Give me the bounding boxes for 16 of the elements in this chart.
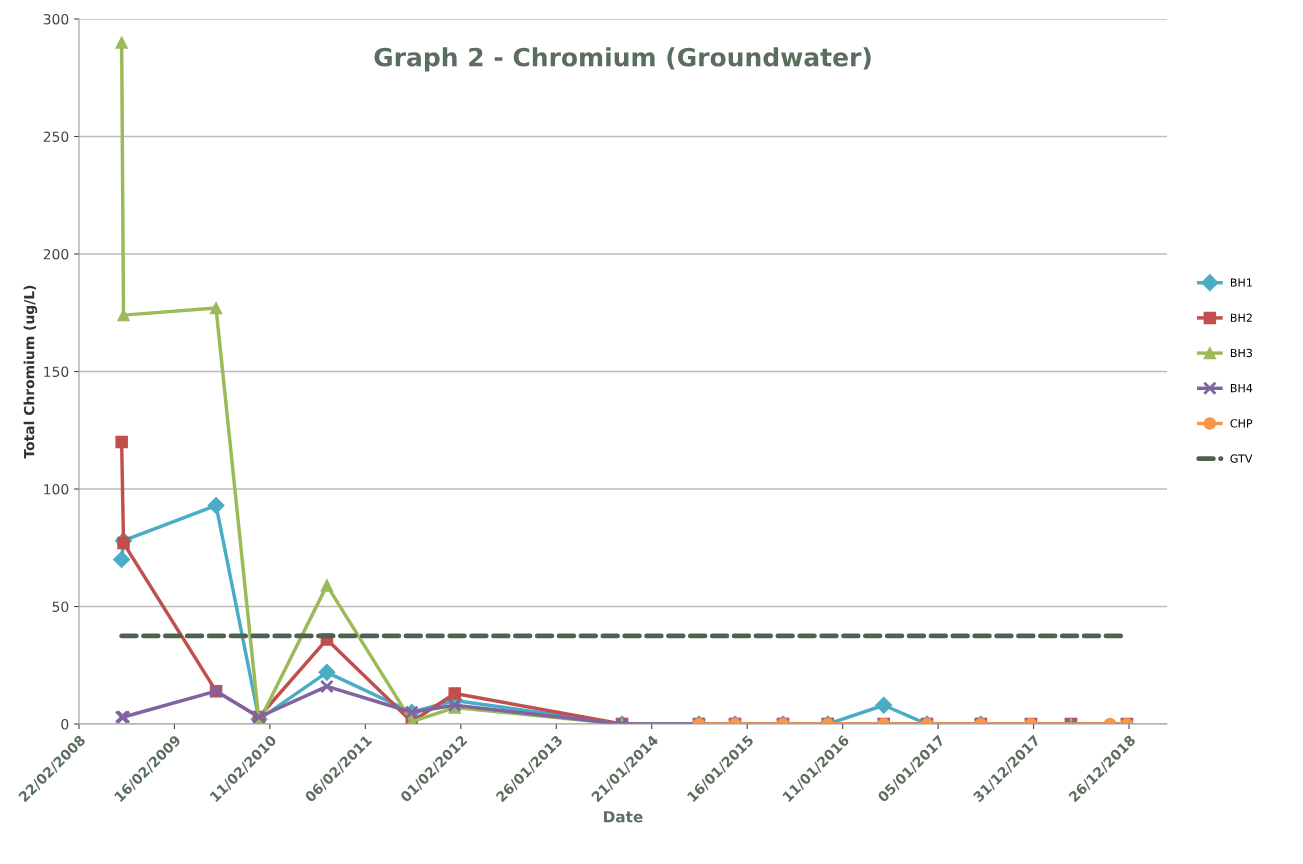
legend-label: BH1 [1230, 278, 1252, 287]
y-tick-label: 100 [44, 483, 69, 495]
legend-label: BH3 [1230, 348, 1252, 358]
legend-label: BH4 [1230, 384, 1253, 393]
y-tick-label: 150 [44, 366, 69, 377]
legend-label: BH2 [1230, 313, 1252, 322]
y-tick-label: 300 [43, 13, 69, 25]
y-tick-label: 50 [52, 601, 69, 612]
x-axis-title: Date [604, 811, 643, 823]
y-axis-title: Total Chromium (ug/L) [23, 285, 38, 459]
legend-label: GTV [1230, 454, 1253, 463]
text: Graph 2 - Chromium (Groundwater) [374, 47, 871, 72]
legend-label: CHP [1230, 419, 1253, 428]
y-tick-label: 0 [61, 719, 69, 730]
y-tick-label: 250 [43, 131, 69, 142]
y-tick-label: 200 [43, 248, 69, 260]
